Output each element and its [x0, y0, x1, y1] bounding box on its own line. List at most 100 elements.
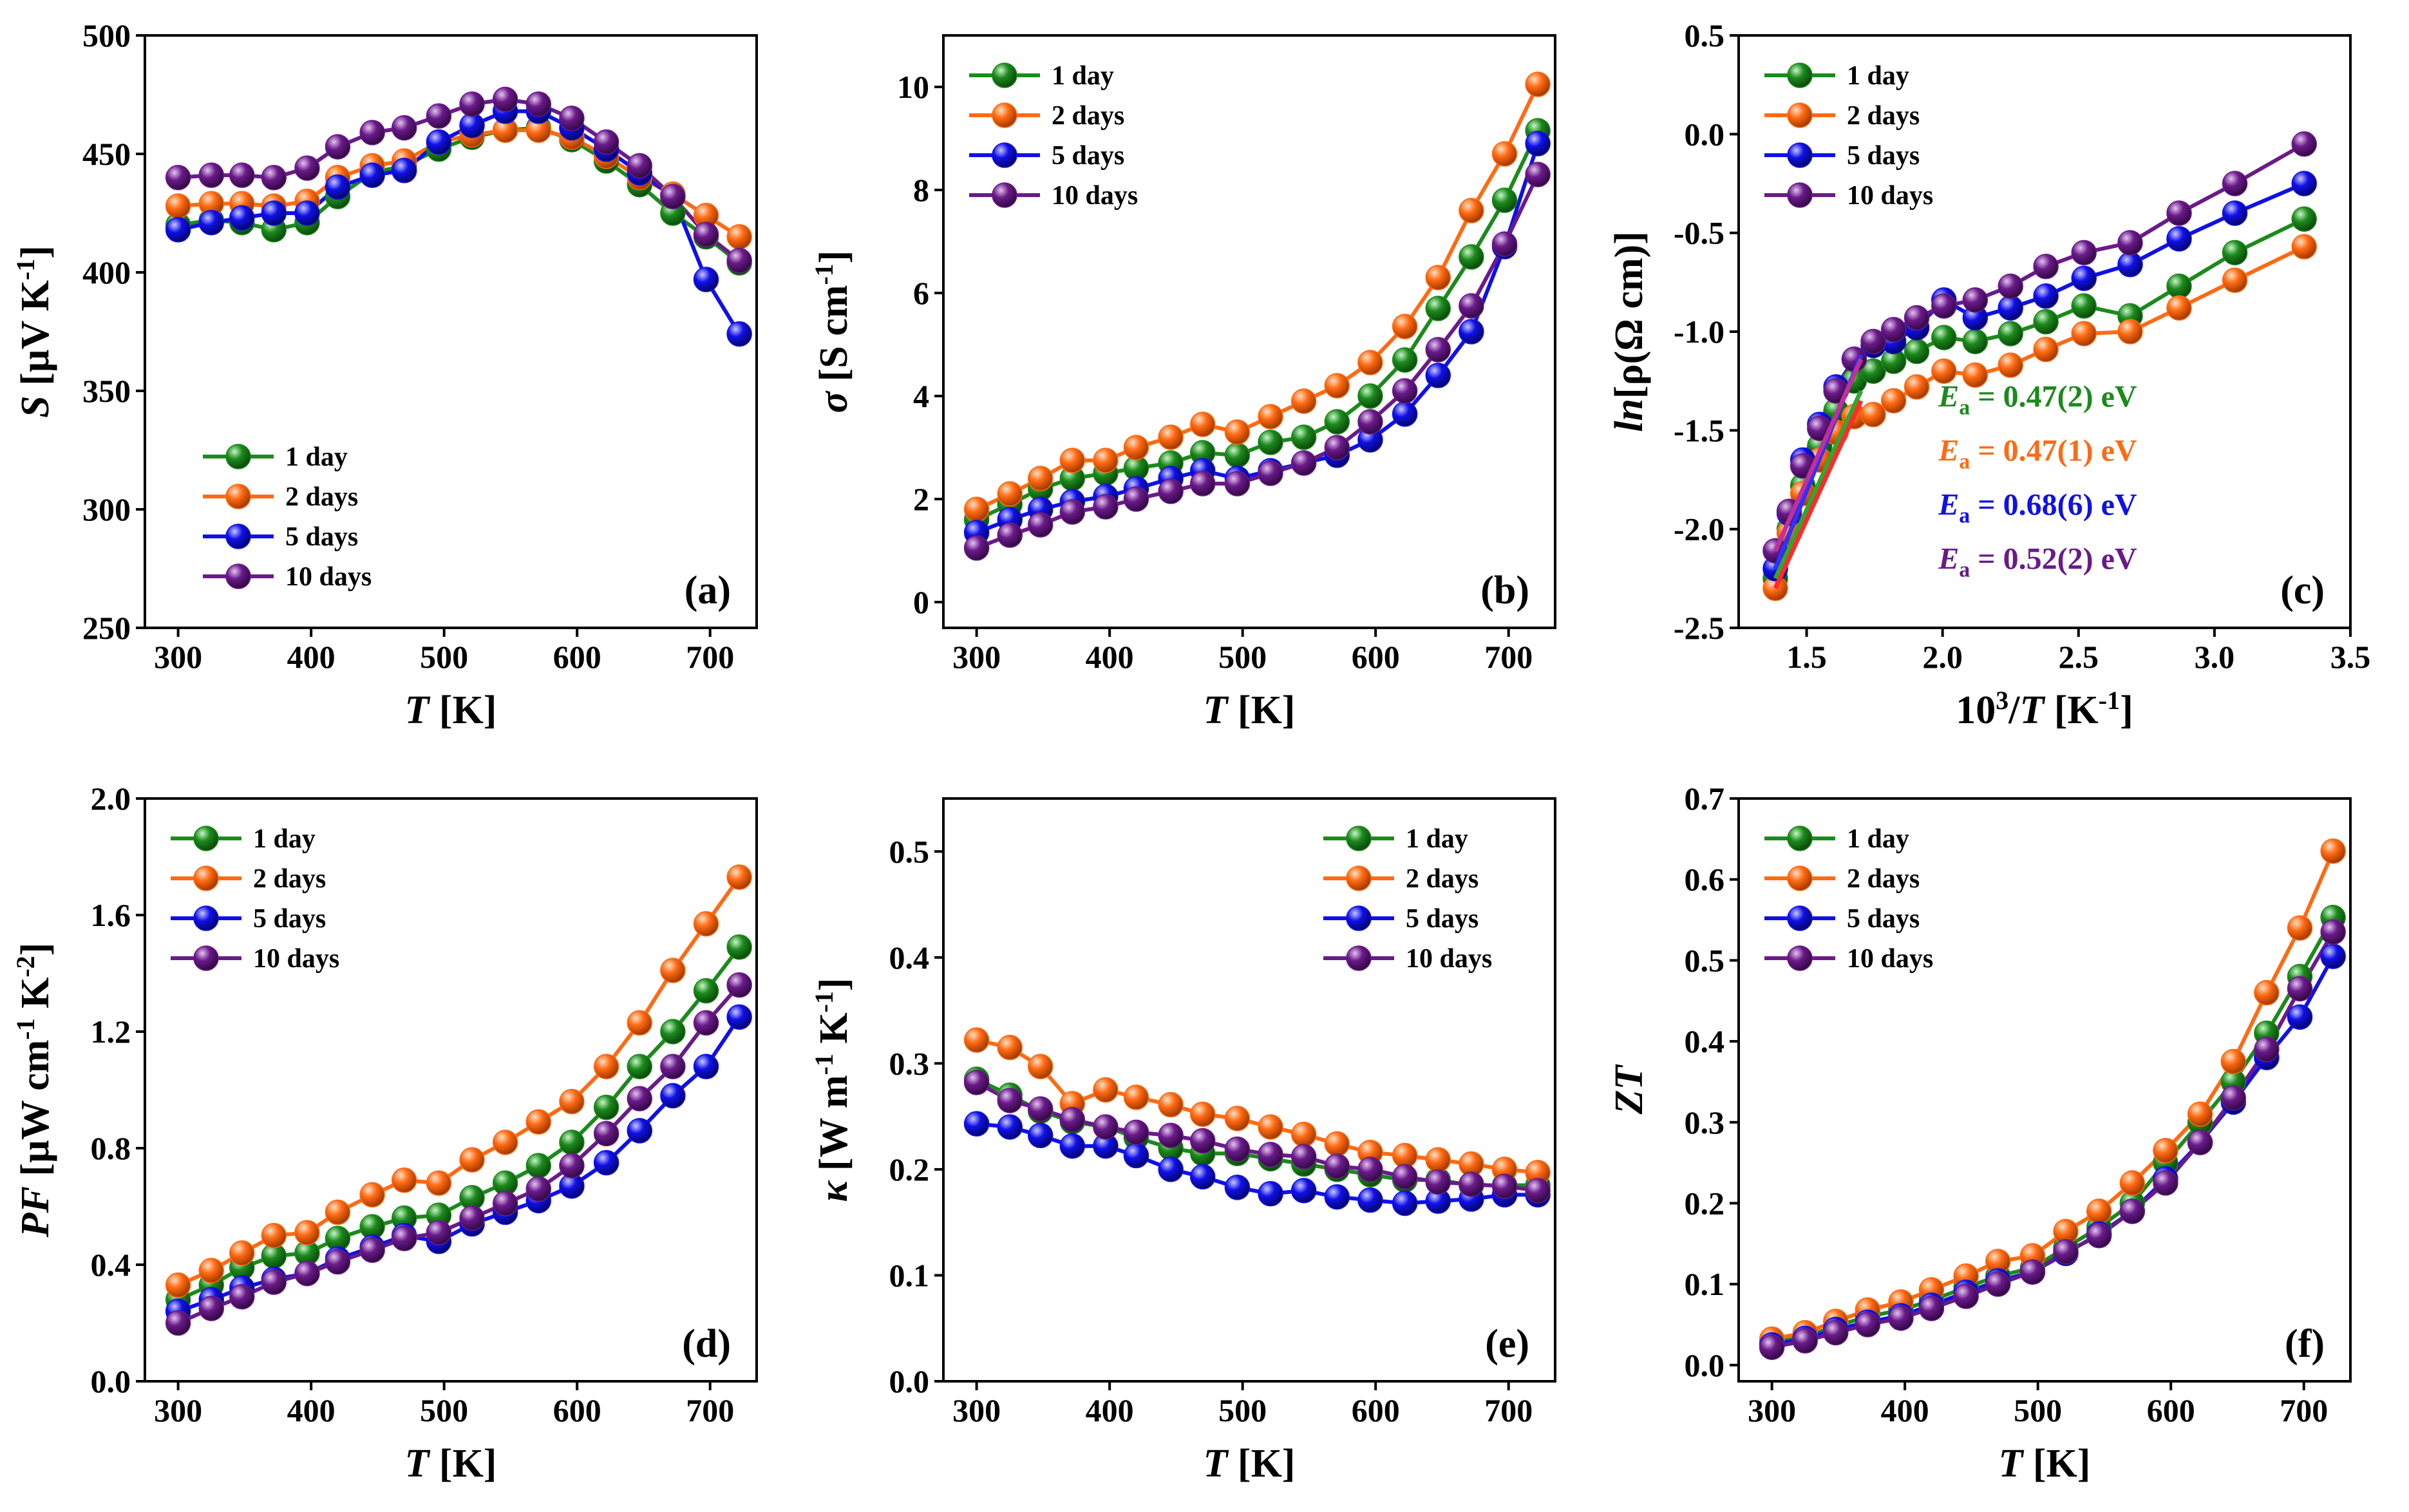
data-point	[1059, 1106, 1086, 1133]
data-point	[1931, 325, 1957, 350]
data-point	[1904, 374, 1930, 400]
data-point	[1290, 1144, 1317, 1169]
legend: 1 day 2 days 5 days 10 days	[1764, 824, 1933, 974]
legend-swatch-marker	[225, 484, 251, 509]
data-point	[1158, 1091, 1184, 1118]
data-point	[1998, 295, 2023, 321]
data-point	[1525, 162, 1551, 187]
x-axis-title: T [K]	[405, 688, 497, 732]
data-point	[2287, 976, 2313, 1002]
legend-swatch-marker	[1787, 826, 1813, 851]
x-tick-label: 300	[952, 639, 1001, 675]
data-point	[459, 1205, 485, 1231]
data-point	[459, 91, 485, 117]
data-point	[1189, 411, 1216, 437]
data-point	[2291, 171, 2317, 196]
data-point	[726, 247, 752, 274]
data-point	[1123, 1084, 1149, 1110]
data-point	[229, 205, 255, 231]
data-point	[1189, 1164, 1216, 1190]
x-tick-label: 3.0	[2195, 639, 2235, 675]
legend: 1 day 2 days 5 days 10 days	[1323, 824, 1492, 974]
data-point	[2153, 1170, 2178, 1196]
data-point	[325, 1199, 351, 1225]
x-tick-label: 700	[686, 639, 734, 675]
data-point	[726, 934, 752, 960]
y-tick-label: 0.3	[889, 1045, 930, 1081]
data-point	[525, 1109, 552, 1135]
data-point	[325, 174, 351, 200]
data-point	[2033, 336, 2059, 363]
data-point	[593, 1120, 619, 1147]
x-tick-label: 300	[952, 1392, 1001, 1428]
data-point	[593, 1149, 619, 1176]
data-point	[1324, 1131, 1350, 1157]
data-point	[627, 1010, 653, 1036]
series-line-4	[976, 173, 1540, 550]
legend-label: 5 days	[285, 522, 358, 552]
data-point	[1392, 401, 1418, 427]
legend-label: 10 days	[1052, 181, 1138, 211]
data-point	[2117, 319, 2143, 345]
legend-label: 2 days	[253, 864, 326, 894]
data-point	[1998, 352, 2023, 378]
x-tick-label: 400	[1086, 1392, 1134, 1428]
data-point	[1491, 187, 1518, 213]
data-point	[693, 1054, 719, 1080]
y-tick-label: 400	[82, 254, 131, 290]
data-point	[198, 209, 225, 236]
data-point	[2033, 308, 2059, 335]
x-tick-label: 2.5	[2059, 639, 2099, 675]
y-tick-label: 0.4	[1685, 1023, 1725, 1059]
legend-swatch-marker	[992, 102, 1017, 128]
legend-label: 5 days	[1847, 904, 1920, 934]
y-tick-label: 250	[82, 610, 131, 646]
data-point	[1860, 358, 1886, 384]
legend-swatch-marker	[225, 444, 251, 469]
data-point	[1392, 1164, 1418, 1190]
y-tick-label: 0.4	[91, 1247, 131, 1283]
series-line-1	[178, 126, 741, 265]
x-tick-label: 1.5	[1786, 639, 1827, 675]
data-point	[1093, 494, 1119, 520]
data-point	[1258, 404, 1283, 430]
data-point	[1224, 471, 1251, 496]
data-point	[229, 1284, 255, 1310]
data-point	[1189, 1101, 1216, 1128]
data-point	[525, 1153, 552, 1178]
legend-swatch-marker	[1787, 945, 1813, 971]
legend-label: 1 day	[1847, 61, 1909, 91]
x-tick-label: 400	[287, 1392, 335, 1428]
data-point	[1759, 1334, 1785, 1360]
data-point	[1888, 1305, 1914, 1331]
data-point	[492, 86, 518, 113]
data-point	[963, 1027, 990, 1053]
legend-swatch-marker	[1346, 826, 1372, 851]
data-point	[1093, 1077, 1119, 1103]
data-point	[1425, 1169, 1451, 1195]
data-point	[1823, 1319, 1849, 1346]
data-point	[1425, 1147, 1451, 1173]
data-point	[2320, 943, 2346, 969]
data-point	[1189, 471, 1216, 496]
legend-swatch-marker	[193, 905, 219, 931]
x-tick-label: 600	[553, 639, 601, 675]
y-tick-label: 0.5	[889, 833, 930, 869]
data-point	[963, 1111, 990, 1137]
panel-label: (a)	[685, 569, 731, 612]
data-point	[693, 978, 719, 1004]
data-point	[1459, 293, 1484, 319]
data-point	[627, 153, 653, 179]
data-point	[1224, 1136, 1251, 1162]
data-point	[1985, 1271, 2011, 1297]
data-point	[1123, 486, 1149, 512]
data-point	[693, 222, 719, 247]
y-tick-label: 0.3	[1685, 1104, 1725, 1140]
data-point	[1059, 1133, 1086, 1159]
data-point	[2187, 1101, 2213, 1127]
data-point	[294, 155, 320, 181]
x-tick-label: 2.0	[1922, 639, 1963, 675]
data-area-e	[963, 1027, 1551, 1216]
legend-swatch-marker	[1787, 142, 1813, 168]
data-area-d	[165, 864, 752, 1336]
